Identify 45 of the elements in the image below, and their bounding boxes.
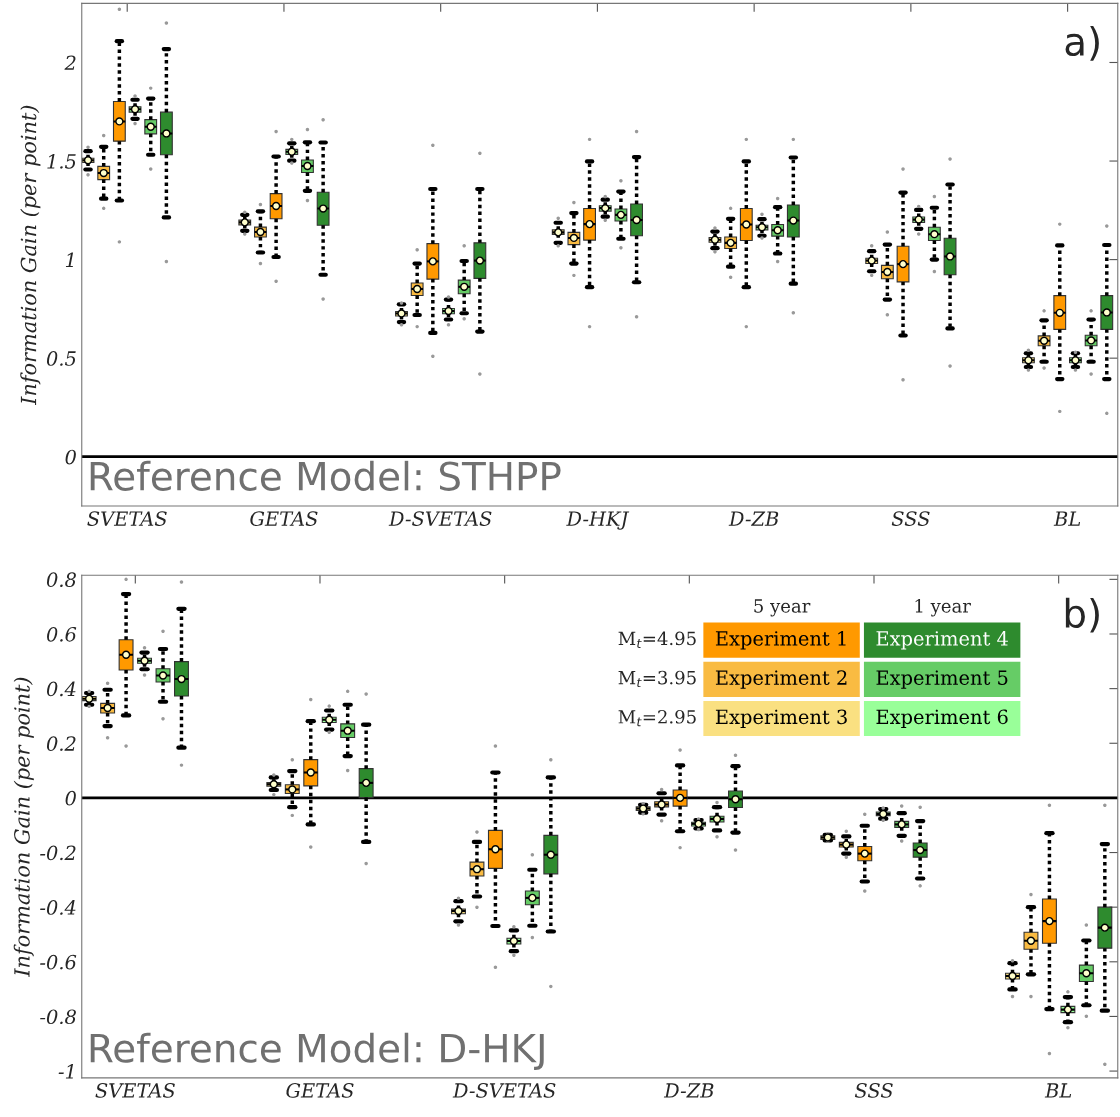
y-axis-title: Information Gain (per point) bbox=[20, 105, 41, 406]
annotation: Reference Model: STHPP bbox=[90, 460, 561, 491]
text: Experiment 2 bbox=[715, 670, 847, 689]
y-tick-label: -0.8 bbox=[40, 1009, 76, 1025]
y-tick-label: 1.5 bbox=[47, 154, 76, 169]
x-tick-label: SSS bbox=[891, 511, 930, 526]
y-tick-label: 0 bbox=[65, 790, 76, 806]
y-tick-label: 0.4 bbox=[46, 681, 76, 697]
annotation: M$_{t}$=3.95 bbox=[618, 670, 696, 688]
text: Experiment 1 bbox=[715, 631, 846, 650]
y-tick-label: -0.2 bbox=[40, 845, 76, 861]
x-tick-label: D-SVETAS bbox=[388, 511, 492, 526]
x-tick-label: SVETAS bbox=[87, 511, 167, 526]
text: Experiment 5 bbox=[876, 670, 1008, 689]
y-tick-label: 1 bbox=[65, 252, 74, 267]
y-tick-label: 0.5 bbox=[46, 351, 76, 366]
annotation: a) bbox=[1065, 26, 1099, 61]
y-tick-label: 0.6 bbox=[46, 626, 77, 642]
y-tick-label: 2 bbox=[64, 55, 76, 70]
y-tick-label: 0.2 bbox=[46, 736, 76, 751]
y-tick-label: -0.6 bbox=[40, 954, 77, 970]
x-tick-label: D-HKJ bbox=[566, 511, 630, 530]
annotation: b) bbox=[1065, 597, 1099, 633]
annotation: Reference Model: D-HKJ bbox=[90, 1032, 544, 1071]
y-tick-label: -0.4 bbox=[40, 900, 76, 915]
x-tick-label: SSS bbox=[854, 1083, 893, 1098]
annotation: 1 year bbox=[915, 599, 971, 617]
x-tick-label: SVETAS bbox=[95, 1083, 175, 1098]
y-tick-label: 0.8 bbox=[46, 572, 76, 588]
y-tick-label: -1 bbox=[58, 1064, 74, 1079]
x-tick-label: GETAS bbox=[250, 511, 318, 526]
annotation: 5 year bbox=[754, 599, 811, 617]
x-tick-label: BL bbox=[1044, 1083, 1072, 1098]
x-tick-label: D-ZB bbox=[663, 1083, 714, 1098]
y-tick-label: 0 bbox=[65, 449, 76, 465]
text: Experiment 6 bbox=[876, 709, 1008, 728]
annotation: M$_{t}$=4.95 bbox=[618, 631, 696, 648]
y-axis-title: Information Gain (per point) bbox=[13, 677, 34, 978]
text: Experiment 3 bbox=[715, 709, 847, 728]
x-tick-label: D-ZB bbox=[728, 511, 779, 526]
x-tick-label: D-SVETAS bbox=[452, 1083, 556, 1098]
text: Experiment 4 bbox=[876, 631, 1008, 650]
x-tick-label: GETAS bbox=[286, 1083, 354, 1098]
x-tick-label: BL bbox=[1053, 511, 1081, 526]
annotation: M$_{t}$=2.95 bbox=[618, 709, 696, 727]
